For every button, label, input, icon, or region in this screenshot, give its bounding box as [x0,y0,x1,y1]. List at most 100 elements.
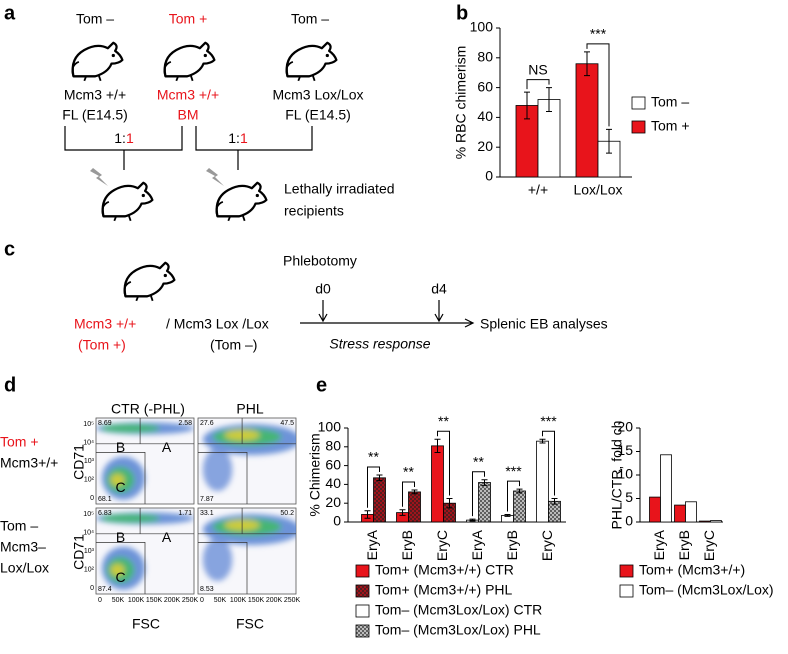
mouse-icon [123,261,176,302]
recipients: recipients [284,203,344,219]
gate-label: A [162,529,172,545]
legend-label: Tom– (Mcm3Lox/Lox) CTR [375,602,542,618]
legend-label: Tom+ (Mcm3+/+) PHL [375,582,513,598]
bracket [195,126,313,170]
bar [431,445,444,523]
error-bar [446,498,453,509]
outcome: Splenic EB analyses [480,316,608,332]
gate-value: 1.71 [178,510,192,517]
error-bar [364,510,371,519]
bar-chart: b % RBC chimerism 0 20 40 60 80 100 +/+ NS Lox/Lox… [453,2,690,197]
donor-tag: (Tom +) [78,337,126,353]
flow-plot: 6.83 1.71 87.4 B A C 10⁵ 10⁴ 10³ 10² 00 50K 100K 150K… [83,507,198,604]
bar-chart: e % Chimerism 0 20 40 60 80 100 EryA ** EryB ** EryC… [307,374,566,638]
gate-value: 6.83 [98,510,112,517]
significance-label: ** [438,413,449,429]
bar [710,520,722,523]
bar [536,440,549,523]
y-axis-label: CD71 [71,534,87,570]
x-tick-label: EryC [434,530,450,561]
ratio: 1:1 [114,130,134,146]
flow-plot: 27.6 47.5 7.87 [197,417,297,505]
legend-label: Tom– (Mcm3Lox/Lox) [639,582,774,598]
density [202,514,296,582]
error-bar [584,51,590,77]
y-tick-label: 40 [477,108,493,124]
y-tick-label: 10⁴ [83,439,94,446]
gate-label: B [116,529,125,545]
legend-label: Tom+ (Mcm3+/+) [639,562,745,578]
gate-value: 33.1 [200,510,214,517]
gate-value: 50.2 [280,510,294,517]
legend-label: Tom + [651,118,690,134]
genotype: Tom + [169,11,208,27]
gate [198,508,296,594]
significance-bracket [507,480,520,512]
ratio-left: 1: [228,130,240,146]
x-tick-label: 150K [146,597,163,604]
mouse-icon [285,41,338,82]
x-tick-label: 200K [164,597,181,604]
density [96,422,194,500]
gate-label: A [162,439,172,455]
error-bar [469,518,476,522]
gate-label: C [115,479,125,495]
legend-swatch [631,120,646,134]
significance-label: ** [368,449,379,465]
mouse-icon [163,41,216,82]
x-tick-label: EryA [651,529,667,560]
genotype: Tom – [291,11,329,27]
ratio: 1:1 [228,130,248,146]
bar [674,504,686,523]
significance-label: *** [590,26,607,42]
bar [685,501,697,523]
process: Stress response [329,336,430,352]
error-bar [434,438,441,453]
x-axis-label: FSC [132,616,160,632]
y-tick-label: 80 [325,438,341,454]
density-blob [100,514,160,523]
y-tick-label: 60 [477,78,493,94]
y-tick-label: 10² [84,566,95,573]
y-tick-label: 10⁴ [83,529,94,536]
x-tick-label: EryC [539,530,555,561]
error-bar [539,438,546,444]
y-tick-label: 10⁵ [83,511,94,518]
error-bar [516,488,523,494]
x-tick-label: EryB [676,530,692,560]
ratio-left: 1: [114,130,126,146]
donor-tag: (Tom –) [210,337,257,353]
error-bar [524,91,530,120]
panel-label: b [456,2,468,24]
gate-value: 87.4 [98,586,112,593]
bar [478,482,491,523]
y-axis-label: CD71 [71,444,87,480]
significance-label: ** [403,464,414,480]
y-tick-label: 10 [617,466,633,482]
legend-swatch [619,584,634,598]
irradiation-icon [206,168,224,186]
mouse-icon [215,181,268,222]
x-tick-label: 150K [248,597,265,604]
error-bar [504,513,511,517]
flow-plot: 8.69 2.58 68.1 B A C 10⁵ 10⁴ 10³ 10² 0 [83,417,195,505]
y-tick-label: 80 [477,49,493,65]
y-tick-label: 0 [90,585,94,592]
gate-value: 8.69 [98,420,112,427]
y-tick-label: 10³ [84,458,95,465]
legend-swatch [631,96,646,110]
row-label: Tom + [0,434,39,450]
x-tick-label: 50K [214,597,227,604]
x-tick-label: Lox/Lox [573,182,622,198]
error-bar [399,509,406,516]
strain: BM [178,107,199,123]
density-blob [110,473,125,486]
strain: Mcm3 +/+ [157,87,219,103]
bar [575,63,599,178]
density-blob [100,424,160,433]
y-tick-label: 20 [325,494,341,510]
y-tick-label: 10⁵ [83,421,94,428]
significance-bracket [367,466,380,508]
x-tick-label: EryA [469,529,485,560]
